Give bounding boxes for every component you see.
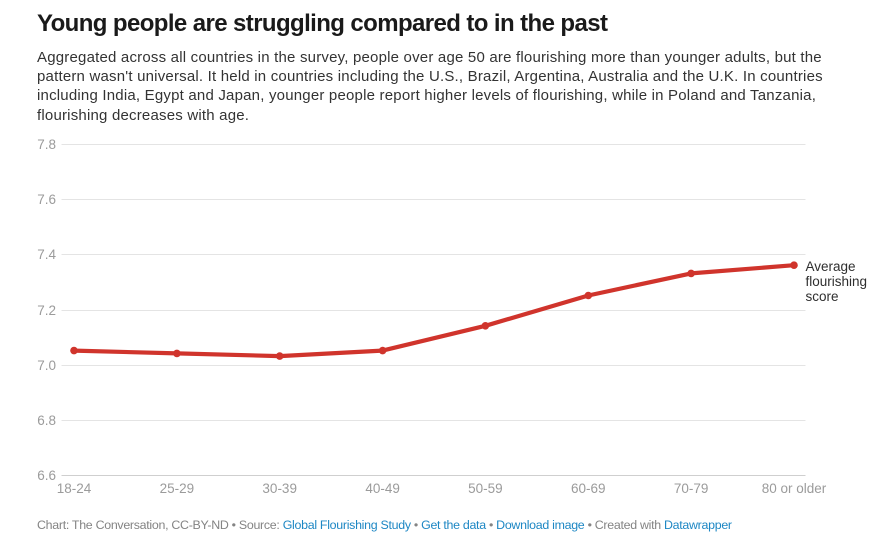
svg-text:6.6: 6.6 (37, 468, 56, 483)
svg-text:score: score (806, 289, 839, 304)
svg-text:7.8: 7.8 (37, 137, 56, 152)
svg-text:6.8: 6.8 (37, 413, 56, 428)
svg-text:25-29: 25-29 (160, 481, 195, 496)
svg-text:80 or older: 80 or older (762, 481, 827, 496)
svg-text:Average: Average (806, 259, 856, 274)
svg-text:50-59: 50-59 (468, 481, 503, 496)
svg-text:7.2: 7.2 (37, 303, 56, 318)
svg-text:70-79: 70-79 (674, 481, 709, 496)
svg-text:60-69: 60-69 (571, 481, 606, 496)
svg-text:flourishing: flourishing (806, 274, 868, 289)
svg-text:7.6: 7.6 (37, 192, 56, 207)
svg-text:7.0: 7.0 (37, 358, 56, 373)
svg-text:18-24: 18-24 (57, 481, 92, 496)
svg-text:30-39: 30-39 (262, 481, 297, 496)
svg-text:7.4: 7.4 (37, 247, 56, 262)
svg-text:40-49: 40-49 (365, 481, 400, 496)
